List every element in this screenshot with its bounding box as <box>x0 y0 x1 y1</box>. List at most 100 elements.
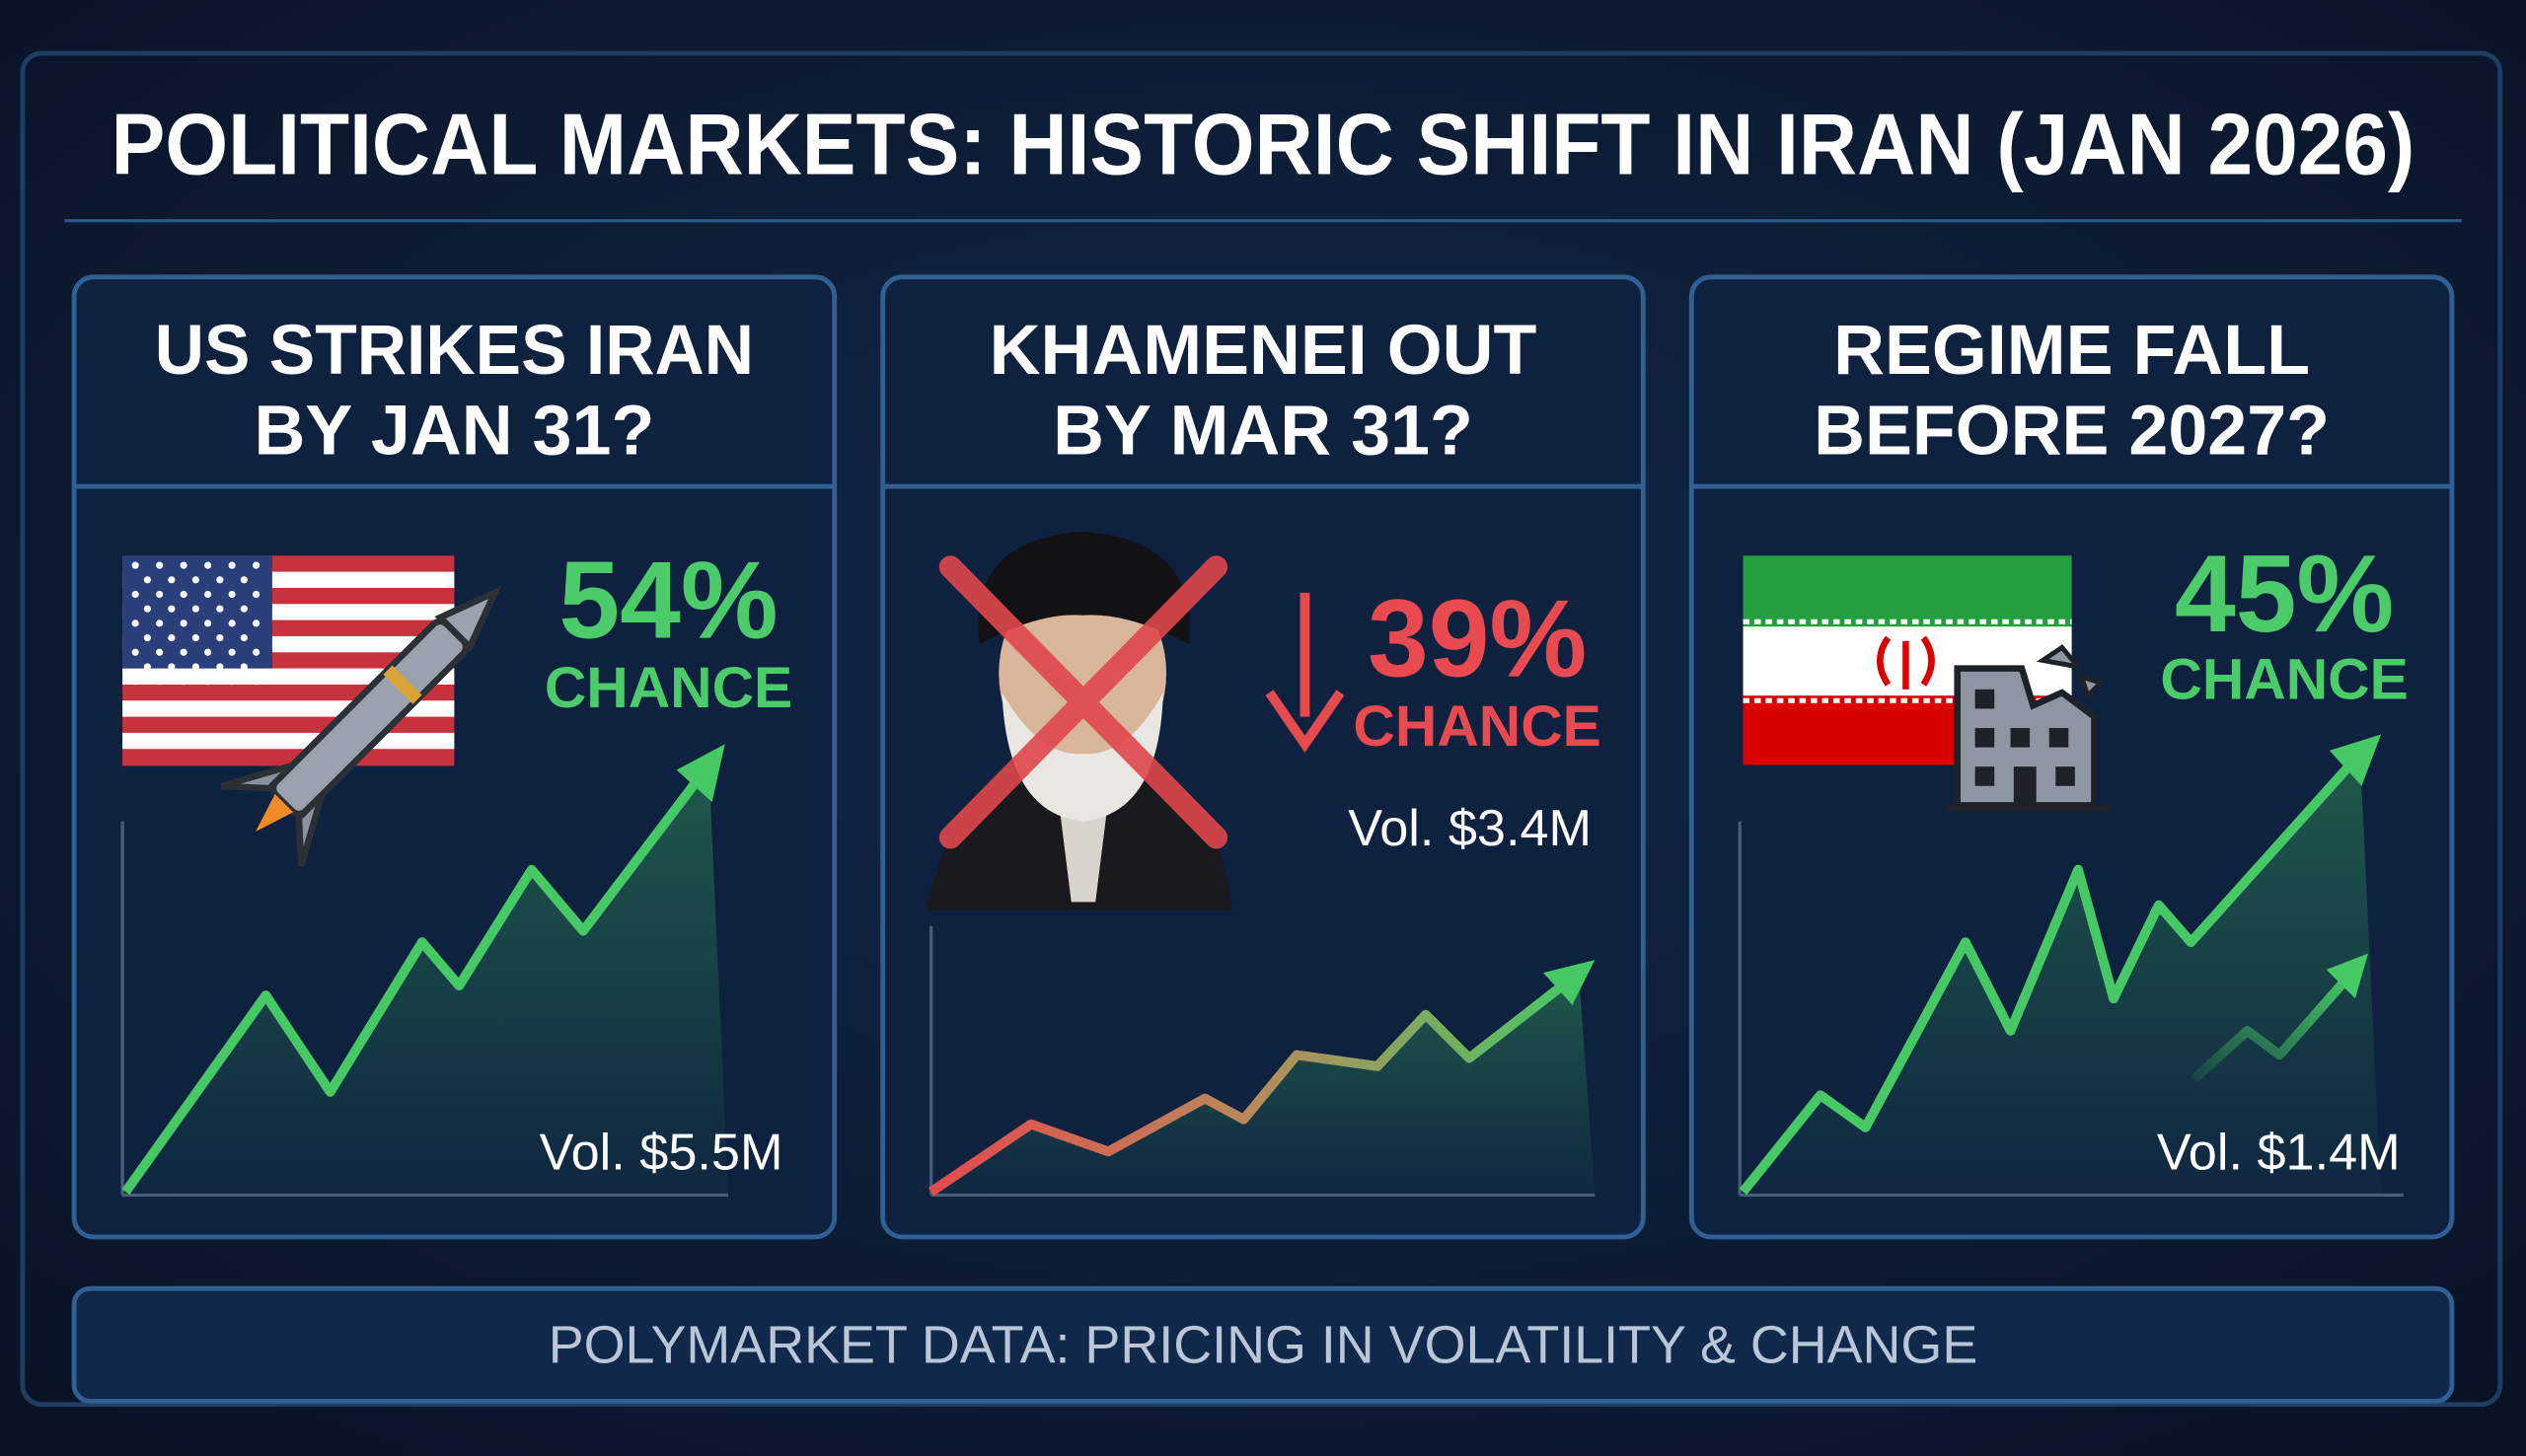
trend-line-part <box>930 973 1596 1196</box>
chance-value: 45% <box>2175 532 2394 655</box>
trend-line-part <box>928 969 1583 1197</box>
flag-part <box>253 590 260 599</box>
question: KHAMENEI OUT <box>990 311 1537 390</box>
trend-line-part <box>2329 734 2382 786</box>
flag-part <box>204 678 212 686</box>
missile-icon-part <box>256 793 294 833</box>
missile-icon-part <box>220 762 326 867</box>
flag-part <box>191 605 199 613</box>
flag-part <box>180 590 187 599</box>
down-arrow-part <box>1265 690 1345 753</box>
flag-part <box>240 633 248 642</box>
building-icon-part <box>2010 728 2031 748</box>
flag-part <box>168 576 176 584</box>
trend-line <box>928 925 1596 1198</box>
footer-box <box>71 1285 2455 1404</box>
flag-part <box>191 633 199 642</box>
flag-part <box>168 663 176 671</box>
flag-part <box>131 648 139 656</box>
iran-flag-part <box>1743 555 2072 627</box>
chance-label: CHANCE <box>545 656 792 720</box>
flag-part <box>240 663 248 671</box>
missile-icon-part <box>434 585 502 653</box>
building-icon-part <box>1974 766 1995 786</box>
flag-part <box>253 561 260 569</box>
volume: Vol. $5.5M <box>540 1124 783 1181</box>
flag-part <box>180 678 187 686</box>
question: US STRIKES IRAN <box>155 311 754 390</box>
us-flag <box>122 555 455 766</box>
flag-part <box>180 561 187 569</box>
flag-part <box>122 716 455 734</box>
flag-part <box>240 576 248 584</box>
portrait-part <box>999 573 1167 773</box>
question: BEFORE 2027? <box>1814 391 2330 470</box>
flag-part <box>191 576 199 584</box>
flag-part <box>122 732 455 751</box>
flag-part <box>253 648 260 656</box>
down-arrow <box>1265 592 1345 753</box>
trend-line-part <box>676 744 725 803</box>
portrait-part <box>1002 692 1163 822</box>
building-icon-part <box>1974 689 1995 709</box>
flag-part <box>131 619 139 627</box>
portrait <box>926 531 1232 910</box>
chance-value: 39% <box>1368 577 1587 700</box>
trend-line-part <box>2191 969 2356 1083</box>
flag-part <box>253 678 260 686</box>
flag-part <box>216 605 224 613</box>
flag-part <box>228 561 236 569</box>
flag-part <box>156 648 164 656</box>
flag-part <box>131 678 139 686</box>
flag-part <box>180 648 187 656</box>
trend-line-part <box>1543 960 1596 1005</box>
flag-part <box>122 749 455 766</box>
trend-line-part <box>2326 953 2368 999</box>
card: REGIME FALL BEFORE 2027? 45% CHANCE <box>1688 274 2455 1240</box>
volume: Vol. $3.4M <box>1348 800 1592 857</box>
missile-icon-part <box>383 665 422 704</box>
flag-part <box>143 663 151 671</box>
flag-part <box>240 605 248 613</box>
missile-icon <box>220 585 502 867</box>
building-icon <box>1946 644 2115 812</box>
flag-part <box>216 633 224 642</box>
flag-part <box>228 648 236 656</box>
question: BY JAN 31? <box>254 391 654 470</box>
flag-part <box>204 619 212 627</box>
flag-part <box>216 663 224 671</box>
title: POLITICAL MARKETS: HISTORIC SHIFT IN IRA… <box>111 95 2415 192</box>
iran-flag-part <box>1877 635 1935 690</box>
flag-part <box>168 605 176 613</box>
flag-part <box>253 619 260 627</box>
flag-part <box>156 590 164 599</box>
card: US STRIKES IRAN BY JAN 31? 54% CHANCE Vo… <box>71 274 838 1240</box>
flag-part <box>156 619 164 627</box>
flag-part <box>131 561 139 569</box>
flag-part <box>156 561 164 569</box>
flag-part <box>143 633 151 642</box>
trend-line <box>1738 734 2404 1198</box>
flag-part <box>168 633 176 642</box>
flag-part <box>180 619 187 627</box>
card-part <box>880 274 1646 1240</box>
flag-part <box>204 590 212 599</box>
flag-part <box>216 576 224 584</box>
building-icon-part <box>1974 728 1995 748</box>
footer-text: POLYMARKET DATA: PRICING IN VOLATILITY &… <box>549 1315 1978 1374</box>
chance-label: CHANCE <box>2160 648 2408 712</box>
building-icon-part <box>2055 766 2075 786</box>
flag-part <box>228 590 236 599</box>
question: BY MAR 31? <box>1053 391 1473 470</box>
trend-line-part <box>121 762 713 1196</box>
flag-part <box>143 576 151 584</box>
flag-part <box>122 555 272 669</box>
portrait-part <box>978 531 1190 645</box>
building-icon-part <box>2013 766 2037 806</box>
building-icon-part <box>2048 728 2069 748</box>
trend-line-part <box>125 764 728 1196</box>
trend-line-part <box>1739 750 2364 1196</box>
flag-part <box>143 605 151 613</box>
chance-value: 54% <box>558 539 778 662</box>
